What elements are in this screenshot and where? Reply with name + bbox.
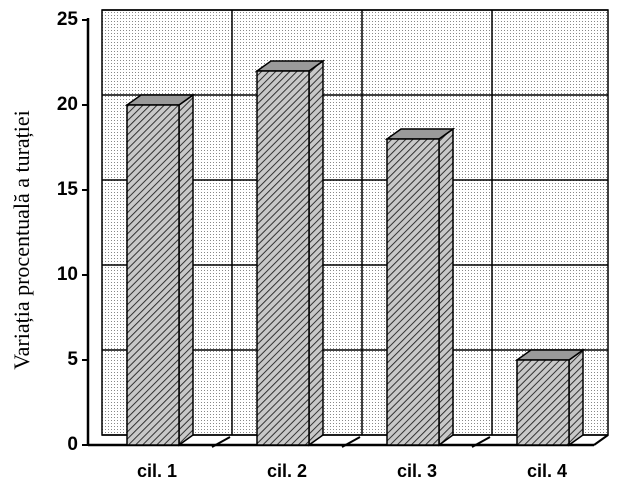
bar: [516, 359, 570, 446]
bar: [386, 138, 440, 446]
x-tick-label: cil. 2: [267, 461, 307, 481]
y-tick-label: 25: [57, 9, 79, 30]
bar-side: [568, 348, 584, 447]
x-tick-label: cil. 1: [137, 461, 177, 481]
bar: [256, 70, 310, 446]
y-tick-label: 10: [57, 264, 78, 285]
bar-side: [178, 93, 194, 447]
y-tick-label: 15: [57, 179, 79, 200]
plot-area: 0 5 10 15 20 25 cil. 1 cil. 2 cil. 3 cil. 4: [57, 9, 609, 481]
y-tick-label: 20: [57, 94, 78, 115]
x-tick-label: cil. 3: [397, 461, 437, 481]
y-axis-label: Variația procentuală a turației: [9, 110, 34, 370]
bar-side: [438, 127, 454, 447]
floor-edge: [593, 434, 609, 446]
x-tick-label: cil. 4: [527, 461, 567, 481]
y-tick-label: 5: [67, 349, 78, 370]
y-tick-label: 0: [67, 434, 78, 455]
bar-side: [308, 59, 324, 447]
bar: [126, 104, 180, 446]
